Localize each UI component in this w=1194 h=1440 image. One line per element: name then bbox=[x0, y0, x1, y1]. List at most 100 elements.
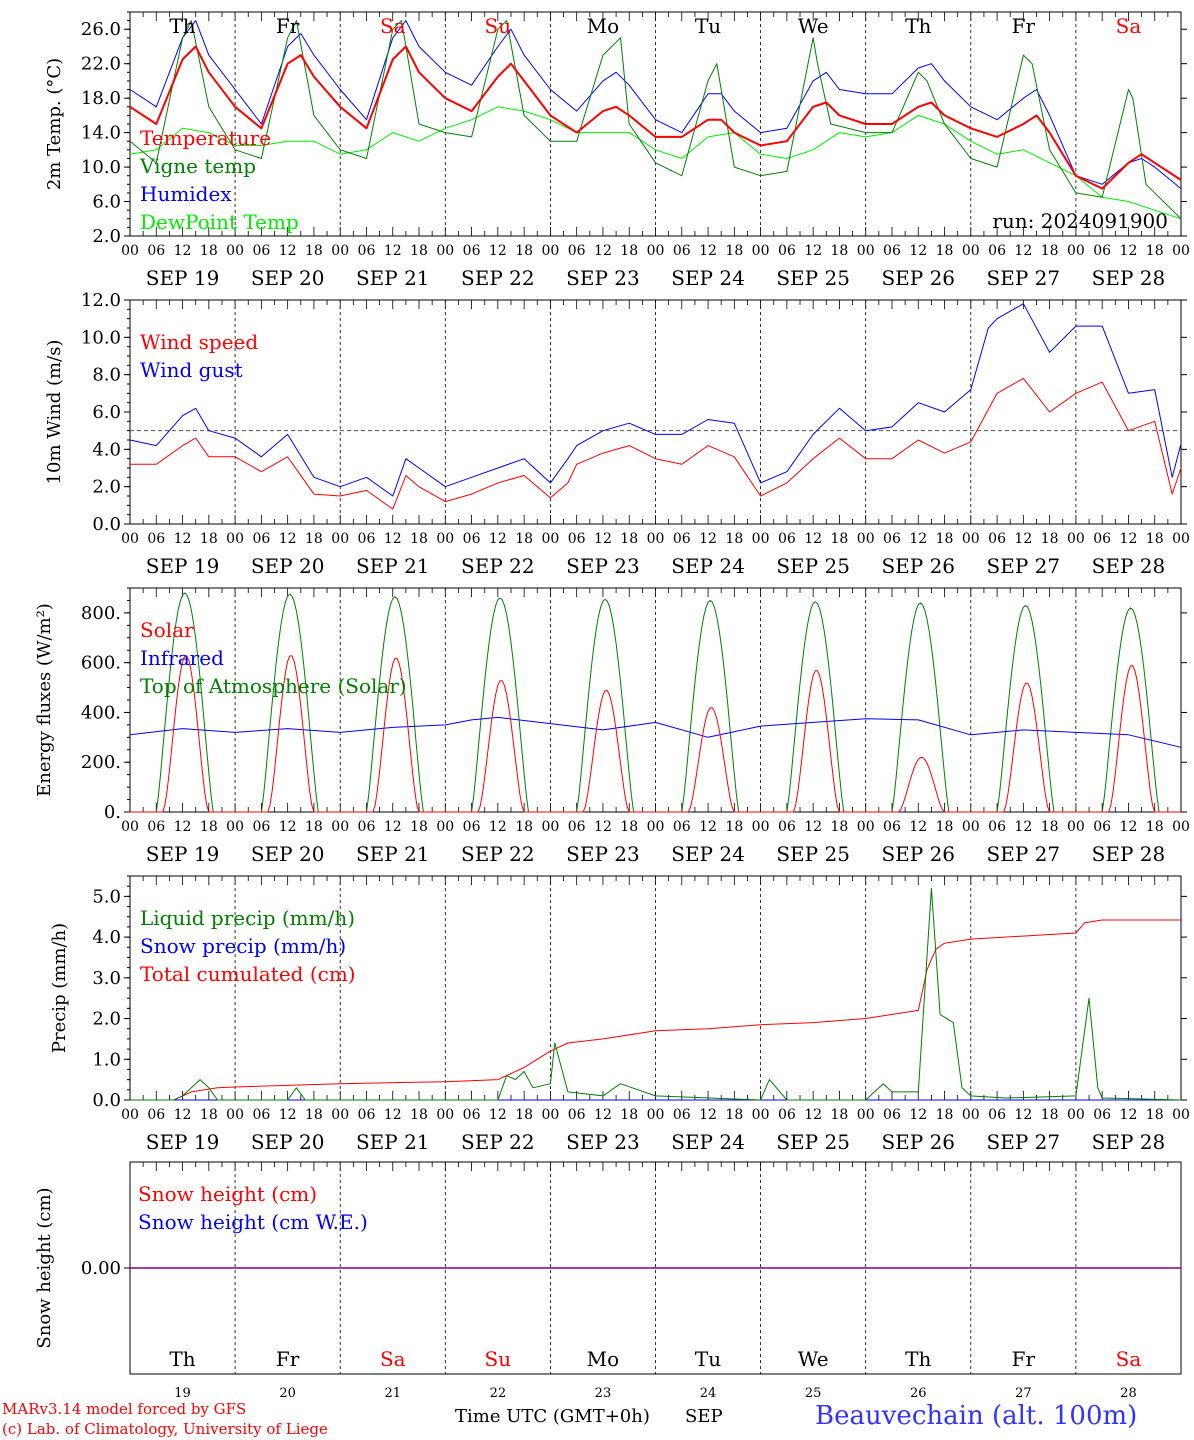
weekday-label-top: Sa bbox=[380, 14, 406, 38]
hour-tick-label: 06 bbox=[147, 1107, 165, 1123]
hour-tick-label: 18 bbox=[305, 531, 323, 547]
weekday-label-top: Fr bbox=[1012, 14, 1036, 38]
hour-tick-label: 00 bbox=[226, 531, 244, 547]
hour-tick-label: 12 bbox=[1014, 1107, 1032, 1123]
date-label: SEP 25 bbox=[776, 842, 850, 866]
hour-tick-label: 18 bbox=[831, 819, 849, 835]
hour-tick-label: 18 bbox=[410, 819, 428, 835]
hour-tick-label: 12 bbox=[384, 243, 402, 259]
hour-tick-label: 12 bbox=[279, 531, 297, 547]
hour-tick-label: 00 bbox=[121, 1107, 139, 1123]
hour-tick-label: 18 bbox=[725, 819, 743, 835]
hour-tick-label: 00 bbox=[541, 243, 559, 259]
date-label: SEP 25 bbox=[776, 266, 850, 290]
hour-tick-label: 00 bbox=[1172, 243, 1190, 259]
hour-tick-label: 12 bbox=[489, 819, 507, 835]
y-tick-label: 200. bbox=[81, 752, 121, 773]
hour-tick-label: 18 bbox=[200, 243, 218, 259]
hour-tick-label: 00 bbox=[752, 243, 770, 259]
y-tick-label: 8.0 bbox=[92, 365, 121, 386]
hour-tick-label: 06 bbox=[252, 819, 270, 835]
hour-tick-label: 00 bbox=[121, 819, 139, 835]
hour-tick-label: 00 bbox=[752, 819, 770, 835]
weekday-label-bottom: Tu bbox=[695, 1347, 721, 1371]
panel-1: 2.0 6.0 10.0 14.0 18.0 22.0 26.0 2m Temp. (°C) 0… bbox=[44, 11, 1190, 290]
day-number-label: 25 bbox=[805, 1386, 822, 1401]
y-tick-label: 0. bbox=[104, 802, 121, 823]
hour-tick-label: 18 bbox=[1041, 531, 1059, 547]
weekday-label-bottom: Mo bbox=[587, 1347, 620, 1371]
y-tick-label: 2.0 bbox=[92, 477, 121, 498]
hour-tick-label: 00 bbox=[962, 531, 980, 547]
weekday-label-top: Mo bbox=[587, 14, 620, 38]
hour-tick-label: 18 bbox=[410, 243, 428, 259]
date-label: SEP 26 bbox=[881, 266, 955, 290]
legend-snow-height-cm-w-e-: Snow height (cm W.E.) bbox=[138, 1210, 368, 1234]
series-solar bbox=[130, 655, 1181, 813]
weekday-label-top: Sa bbox=[1116, 14, 1142, 38]
legend-total-cumulated-cm-: Total cumulated (cm) bbox=[140, 962, 356, 986]
hour-tick-label: 18 bbox=[200, 819, 218, 835]
hour-tick-label: 00 bbox=[331, 243, 349, 259]
hour-tick-label: 00 bbox=[1172, 531, 1190, 547]
y-tick-label: 10.0 bbox=[81, 157, 121, 178]
hour-tick-label: 06 bbox=[252, 1107, 270, 1123]
date-label: SEP 21 bbox=[356, 1130, 430, 1154]
hour-tick-label: 00 bbox=[857, 819, 875, 835]
legend-snow-precip-mm-h-: Snow precip (mm/h) bbox=[140, 934, 346, 958]
y-tick-label: 3.0 bbox=[92, 968, 121, 989]
weekday-label-top: Fr bbox=[276, 14, 300, 38]
date-label: SEP 25 bbox=[776, 1130, 850, 1154]
weekday-label-bottom: Th bbox=[905, 1347, 931, 1371]
hour-tick-label: 00 bbox=[857, 243, 875, 259]
hour-tick-label: 18 bbox=[1146, 1107, 1164, 1123]
hour-tick-label: 12 bbox=[699, 819, 717, 835]
hour-tick-label: 06 bbox=[147, 531, 165, 547]
hour-tick-label: 06 bbox=[988, 819, 1006, 835]
series-humidex bbox=[129, 20, 1182, 189]
hour-tick-label: 12 bbox=[384, 1107, 402, 1123]
hour-tick-label: 18 bbox=[1146, 243, 1164, 259]
hour-tick-label: 06 bbox=[778, 531, 796, 547]
date-label: SEP 27 bbox=[987, 1130, 1061, 1154]
date-label: SEP 26 bbox=[881, 554, 955, 578]
date-label: SEP 21 bbox=[356, 266, 430, 290]
date-label: SEP 21 bbox=[356, 842, 430, 866]
hour-tick-label: 18 bbox=[1041, 819, 1059, 835]
hour-tick-label: 06 bbox=[358, 819, 376, 835]
day-number-label: 26 bbox=[910, 1386, 927, 1401]
hour-tick-label: 12 bbox=[174, 1107, 192, 1123]
hour-tick-label: 06 bbox=[568, 819, 586, 835]
legend-infrared: Infrared bbox=[140, 646, 224, 670]
hour-tick-label: 12 bbox=[489, 1107, 507, 1123]
hour-tick-label: 18 bbox=[410, 1107, 428, 1123]
hour-tick-label: 06 bbox=[673, 1107, 691, 1123]
hour-tick-label: 00 bbox=[436, 531, 454, 547]
hour-tick-label: 12 bbox=[909, 531, 927, 547]
hour-tick-label: 18 bbox=[725, 531, 743, 547]
hour-tick-label: 00 bbox=[752, 1107, 770, 1123]
day-number-label: 20 bbox=[279, 1386, 296, 1401]
hour-tick-label: 00 bbox=[436, 819, 454, 835]
date-label: SEP 21 bbox=[356, 554, 430, 578]
hour-tick-label: 12 bbox=[804, 243, 822, 259]
hour-tick-label: 12 bbox=[909, 243, 927, 259]
y-tick-label: 12.0 bbox=[81, 290, 121, 311]
hour-tick-label: 06 bbox=[463, 1107, 481, 1123]
hour-tick-label: 06 bbox=[988, 243, 1006, 259]
y-tick-label: 4.0 bbox=[92, 439, 121, 460]
hour-tick-label: 06 bbox=[252, 531, 270, 547]
y-axis-title: Energy fluxes (W/m²) bbox=[34, 603, 55, 797]
date-label: SEP 23 bbox=[566, 842, 640, 866]
weekday-label-bottom: We bbox=[798, 1347, 829, 1371]
legend-vigne-temp: Vigne temp bbox=[139, 154, 256, 178]
hour-tick-label: 06 bbox=[568, 243, 586, 259]
hour-tick-label: 18 bbox=[515, 1107, 533, 1123]
hour-tick-label: 18 bbox=[410, 531, 428, 547]
series-temperature bbox=[129, 45, 1182, 190]
hour-tick-label: 18 bbox=[620, 531, 638, 547]
hour-tick-label: 00 bbox=[1067, 243, 1085, 259]
hour-tick-label: 12 bbox=[1014, 531, 1032, 547]
hour-tick-label: 06 bbox=[463, 531, 481, 547]
hour-tick-label: 18 bbox=[305, 819, 323, 835]
